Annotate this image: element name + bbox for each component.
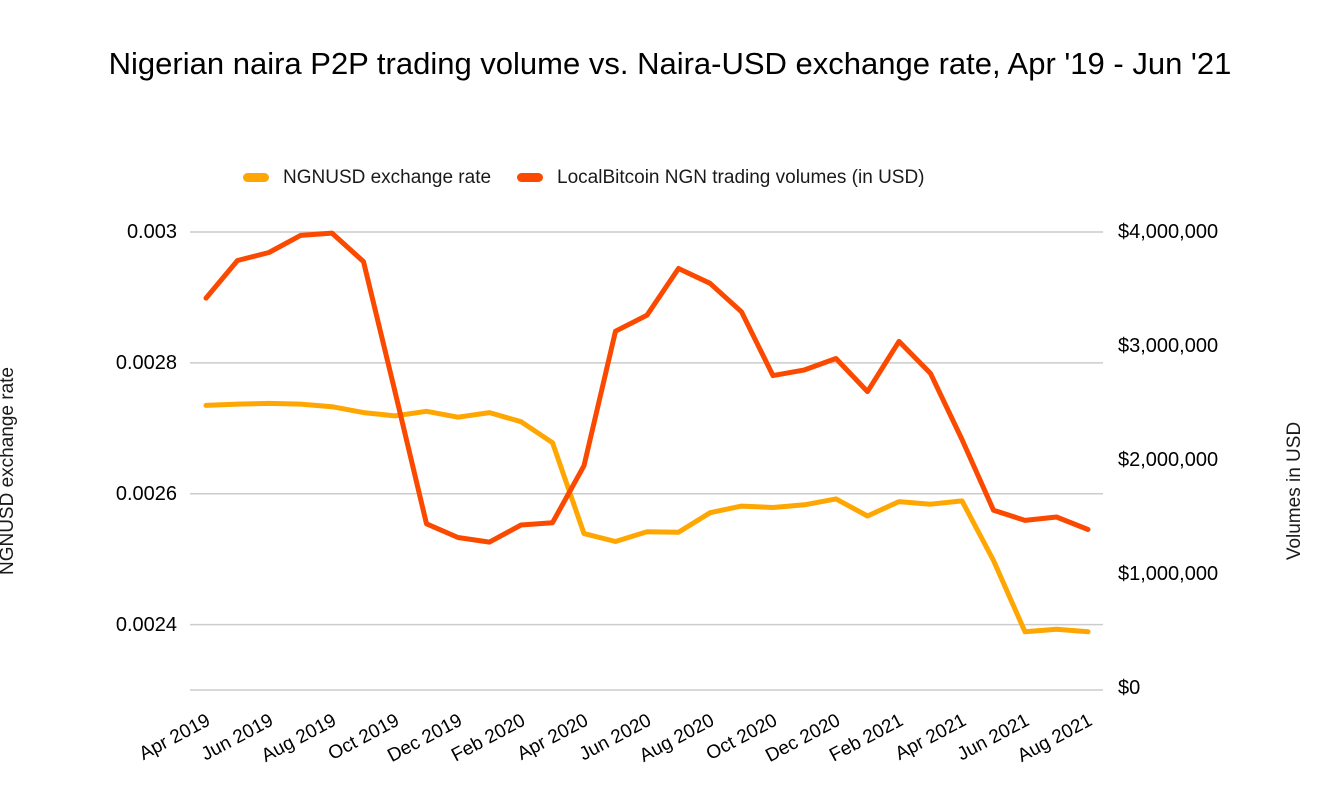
axis-tick-label: $3,000,000: [1118, 335, 1219, 357]
legend-label: LocalBitcoin NGN trading volumes (in USD…: [557, 167, 925, 188]
legend-swatch-icon: [517, 173, 544, 182]
chart-legend: NGNUSD exchange rate LocalBitcoin NGN tr…: [243, 166, 925, 189]
axis-tick-label: $1,000,000: [1118, 563, 1219, 585]
legend-label: NGNUSD exchange rate: [283, 167, 492, 188]
axis-tick-label: 0.003: [126, 221, 177, 243]
axis-tick-label: 0.0028: [115, 351, 177, 374]
legend-item-volumes: LocalBitcoin NGN trading volumes (in USD…: [517, 166, 925, 189]
chart-title: Nigerian naira P2P trading volume vs. Na…: [108, 46, 1232, 81]
plot-area: [185, 225, 1108, 691]
axis-tick-label: 0.0026: [115, 482, 177, 505]
legend-item-ngnusd-rate: NGNUSD exchange rate: [243, 166, 491, 189]
right-axis-title: Volumes in USD: [1284, 421, 1305, 561]
left-axis-title: NGNUSD exchange rate: [0, 366, 18, 576]
axis-tick-label: $4,000,000: [1118, 221, 1219, 243]
axis-tick-label: $0: [1118, 677, 1141, 699]
chart-svg: [185, 230, 1108, 691]
legend-swatch-icon: [243, 173, 269, 182]
ngnusd-rate-line: [203, 400, 1091, 635]
axis-tick-label: 0.0024: [115, 613, 177, 636]
trading-volume-line: [203, 230, 1091, 545]
axis-tick-label: $2,000,000: [1118, 449, 1219, 471]
